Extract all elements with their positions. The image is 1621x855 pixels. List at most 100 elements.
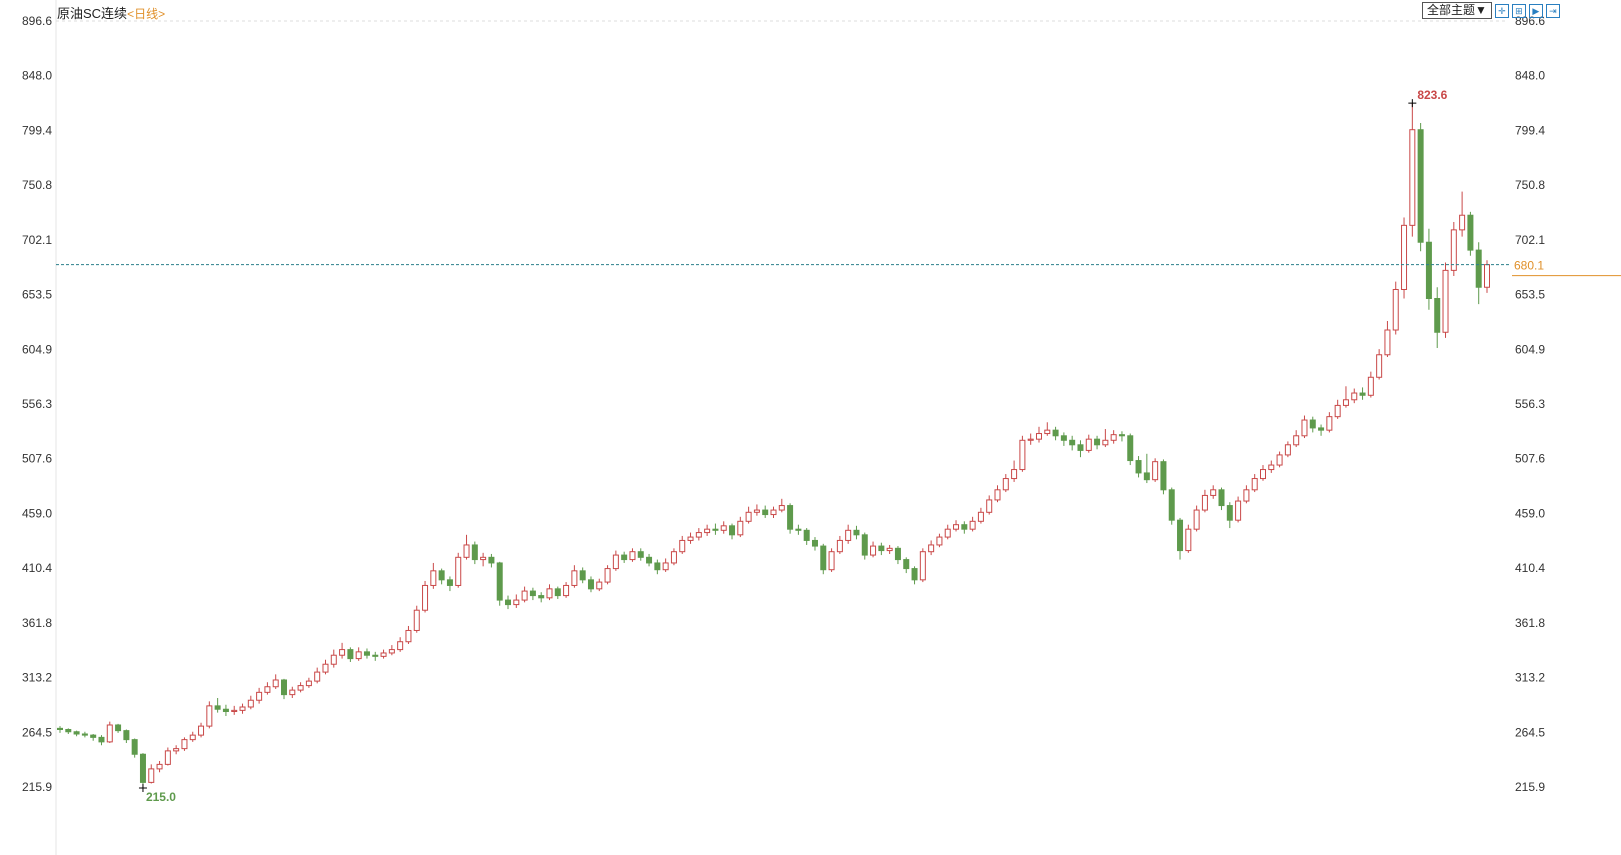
candle-body [1085,438,1092,451]
candle-body [1168,489,1175,521]
candle [704,524,711,536]
candle-body [131,739,138,755]
candle-body [463,544,470,558]
candle [1235,496,1242,523]
candle [1118,431,1125,442]
candle-body [986,499,993,513]
min-marker [138,784,147,793]
candle [1392,281,1399,335]
candle-body [1152,461,1159,481]
y-tick-label-left: 799.4 [22,123,52,137]
theme-dropdown[interactable]: 全部主题▼ [1422,2,1492,19]
period-selector[interactable]: <日线> [127,7,166,21]
candle-body [928,544,935,553]
candle-body [953,524,960,530]
candle [1160,459,1167,495]
candle-body [1160,461,1167,491]
candle-body [820,545,827,571]
candle-body [1069,439,1076,446]
candle [1459,191,1466,237]
candle [1409,103,1416,237]
candle-body [1077,444,1084,451]
candle-body [994,489,1001,501]
candle-body [1027,438,1034,441]
candle [629,548,636,562]
candle [828,548,835,572]
candle-body [687,536,694,541]
candle [820,543,827,575]
candle-body [98,736,105,743]
candle [1177,517,1184,560]
candle-body [289,689,296,696]
candle [1127,433,1134,466]
candle-body [1044,429,1051,435]
candle-body [1450,229,1457,271]
candle [521,586,528,603]
candle-body [828,551,835,571]
candle [1019,435,1026,472]
candle-body [413,609,420,631]
candle-body [571,570,578,586]
candle-body [123,730,130,741]
y-tick-label-left: 556.3 [22,397,52,411]
candle [853,525,860,540]
candle-body [488,556,495,564]
candle [123,729,130,744]
candle-body [961,524,968,530]
candle-body [372,654,379,657]
y-tick-label-left: 653.5 [22,288,52,302]
candle [1326,412,1333,433]
candle-body [886,547,893,552]
candle-body [729,525,736,536]
candle-body [496,562,503,601]
candle [422,580,429,613]
candle-body [1301,419,1308,437]
candle [1060,432,1067,446]
candle [156,761,163,773]
candle [73,730,80,737]
y-tick-label-right: 896.6 [1515,14,1545,28]
candle [488,553,495,568]
axes: 896.6 896.6 848.0 848.0 799.4 799.4 750.8 750.8… [22,0,1545,855]
candle [587,576,594,593]
candle [314,667,321,684]
candle-body [1127,435,1134,462]
y-tick-label-right: 750.8 [1515,178,1545,192]
candle-body [388,649,395,654]
candle [363,648,370,659]
candle [670,548,677,566]
candle-body [1342,399,1349,406]
candle [148,764,155,784]
jump-end-icon[interactable]: ⇥ [1545,3,1560,18]
candle [115,723,122,733]
candle [1425,228,1432,310]
y-tick-label-left: 604.9 [22,342,52,356]
candle-body [206,705,213,727]
play-icon[interactable]: ▶ [1528,3,1543,18]
candle [695,528,702,541]
crosshair-icon[interactable]: ✛ [1494,3,1509,18]
candle-body [1052,429,1059,437]
y-tick-label-left: 313.2 [22,671,52,685]
candle [1367,371,1374,398]
candle-body [314,671,321,682]
candle-body [1268,464,1275,471]
candle [919,548,926,583]
candle-body [1002,478,1009,491]
candle [305,677,312,688]
candle [139,753,146,789]
candle [1442,262,1449,338]
candle [1301,415,1308,439]
zoom-range-icon[interactable]: ⊞ [1511,3,1526,18]
candle [637,548,644,561]
candle [1226,502,1233,529]
y-tick-label-right: 313.2 [1515,671,1545,685]
candle-body [1417,129,1424,243]
candle-body [1425,241,1432,300]
candle-body [272,679,279,688]
candle-body [861,534,868,556]
candle-body [587,579,594,590]
candle [928,540,935,556]
candle [1193,505,1200,532]
